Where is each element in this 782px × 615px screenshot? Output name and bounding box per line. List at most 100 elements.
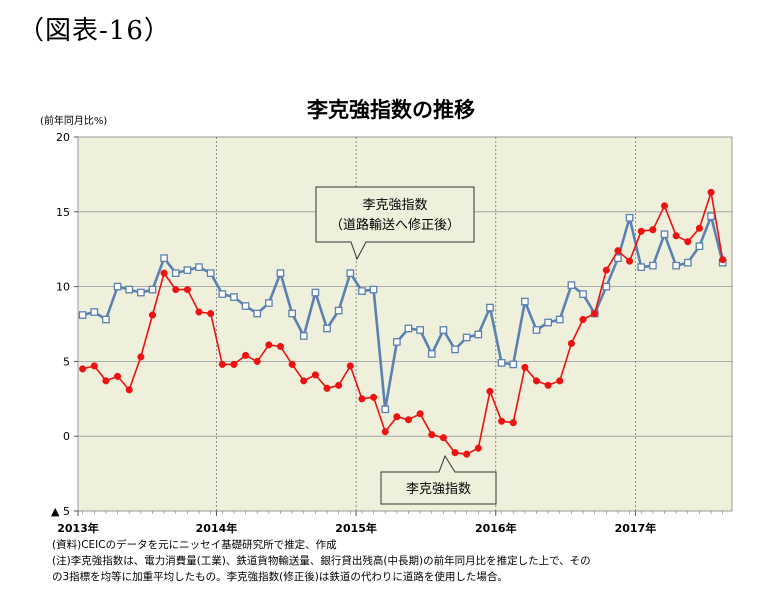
data-point-circle — [183, 286, 191, 294]
data-point-circle — [323, 384, 331, 392]
callout-label-revised: （道路輸送へ修正後） — [330, 217, 460, 233]
data-point-square — [683, 258, 692, 267]
y-tick-label: 20 — [56, 131, 70, 144]
data-point-square — [288, 309, 296, 318]
data-point-square — [276, 269, 285, 277]
data-point-square — [462, 333, 471, 342]
data-point-square — [183, 266, 192, 274]
callouts: 李克強指数 （道路輸送へ修正後） 李克強指数 — [315, 186, 497, 505]
data-point-square — [544, 318, 552, 327]
y-tick-label: 0 — [63, 430, 70, 443]
data-point-square — [160, 254, 168, 263]
data-point-circle — [637, 227, 645, 235]
data-point-square — [521, 297, 529, 306]
data-point-circle — [79, 365, 87, 373]
data-point-circle — [253, 357, 261, 365]
data-point-square — [381, 405, 390, 414]
data-point-circle — [230, 360, 238, 368]
data-point-square — [532, 326, 541, 334]
x-tick-label: 2016年 — [475, 521, 517, 535]
data-point-circle — [509, 419, 517, 427]
data-point-circle — [102, 377, 110, 385]
data-point-circle — [114, 372, 122, 380]
data-point-square — [78, 311, 87, 319]
data-point-circle — [207, 309, 215, 318]
data-point-circle — [463, 450, 471, 458]
data-point-circle — [695, 224, 703, 232]
y-tick-label: 10 — [56, 281, 70, 294]
data-point-circle — [148, 311, 157, 319]
data-point-circle — [660, 202, 669, 210]
data-point-circle — [311, 371, 319, 379]
data-point-square — [334, 306, 343, 315]
data-point-circle — [218, 360, 226, 368]
data-point-square — [369, 285, 378, 294]
data-point-circle — [276, 342, 285, 350]
data-point-square — [614, 254, 622, 263]
data-point-circle — [521, 363, 529, 371]
data-point-square — [672, 261, 680, 270]
data-point-square — [346, 269, 355, 277]
axes: 20 15 10 5 0 ▲ 5 2013年 2014年 2015年 2016年 2017年 — [51, 131, 723, 535]
data-point-circle — [335, 381, 343, 389]
data-point-square — [125, 285, 134, 294]
data-point-square — [136, 288, 145, 297]
data-point-square — [497, 359, 506, 367]
data-point-square — [602, 282, 611, 291]
data-point-square — [323, 324, 331, 333]
data-point-circle — [579, 315, 587, 324]
data-point-circle — [626, 257, 634, 265]
data-point-circle — [242, 351, 250, 359]
data-point-circle — [428, 431, 436, 439]
x-tick-label: 2014年 — [196, 521, 238, 535]
data-point-circle — [649, 226, 657, 234]
data-point-circle — [498, 417, 506, 425]
y-tick-label: 15 — [56, 206, 70, 219]
data-point-square — [90, 308, 99, 316]
data-point-circle — [719, 256, 727, 264]
figure-label: （図表-16） — [18, 16, 171, 46]
data-point-circle — [532, 377, 541, 385]
data-point-circle — [602, 266, 610, 274]
source-note: (資料)CEICのデータを元にニッセイ基礎研究所で推定、作成 — [52, 539, 337, 551]
data-point-square — [218, 290, 227, 298]
data-point-square — [649, 261, 657, 270]
callout-label-revised: 李克強指数 — [362, 198, 427, 213]
x-tick-label: 2013年 — [57, 521, 99, 535]
data-point-circle — [358, 395, 366, 403]
data-point-square — [637, 263, 646, 272]
data-point-square — [695, 242, 704, 251]
data-point-circle — [265, 341, 273, 349]
y-tick-label: ▲ 5 — [51, 505, 70, 518]
callout-label-original: 李克強指数 — [406, 482, 471, 497]
data-point-circle — [684, 238, 692, 246]
data-point-circle — [346, 362, 354, 370]
data-point-square — [299, 332, 308, 340]
data-point-circle — [544, 381, 552, 389]
data-point-square — [707, 212, 715, 221]
data-point-circle — [556, 377, 564, 385]
data-point-circle — [439, 434, 447, 442]
data-point-square — [486, 303, 494, 312]
data-point-square — [241, 302, 250, 310]
data-point-square — [509, 360, 518, 369]
data-point-circle — [137, 353, 145, 361]
callout-box-original — [380, 454, 497, 505]
data-point-square — [171, 269, 180, 277]
data-point-circle — [451, 449, 459, 457]
data-point-circle — [591, 309, 599, 318]
data-point-circle — [381, 428, 389, 436]
data-point-square — [206, 269, 215, 277]
data-point-circle — [486, 387, 494, 395]
data-point-square — [195, 263, 203, 272]
data-point-square — [264, 299, 273, 307]
footnote-line-1: (注)李克強指数は、電力消費量(工業)、鉄道貨物輸送量、銀行貸出残高(中長期)の… — [52, 555, 591, 567]
data-point-square — [625, 213, 634, 222]
data-point-circle — [567, 339, 575, 347]
data-point-circle — [370, 393, 378, 401]
data-point-square — [660, 230, 669, 239]
data-point-square — [567, 281, 576, 289]
data-point-square — [451, 345, 459, 354]
data-point-square — [579, 290, 587, 298]
data-point-square — [311, 288, 320, 297]
